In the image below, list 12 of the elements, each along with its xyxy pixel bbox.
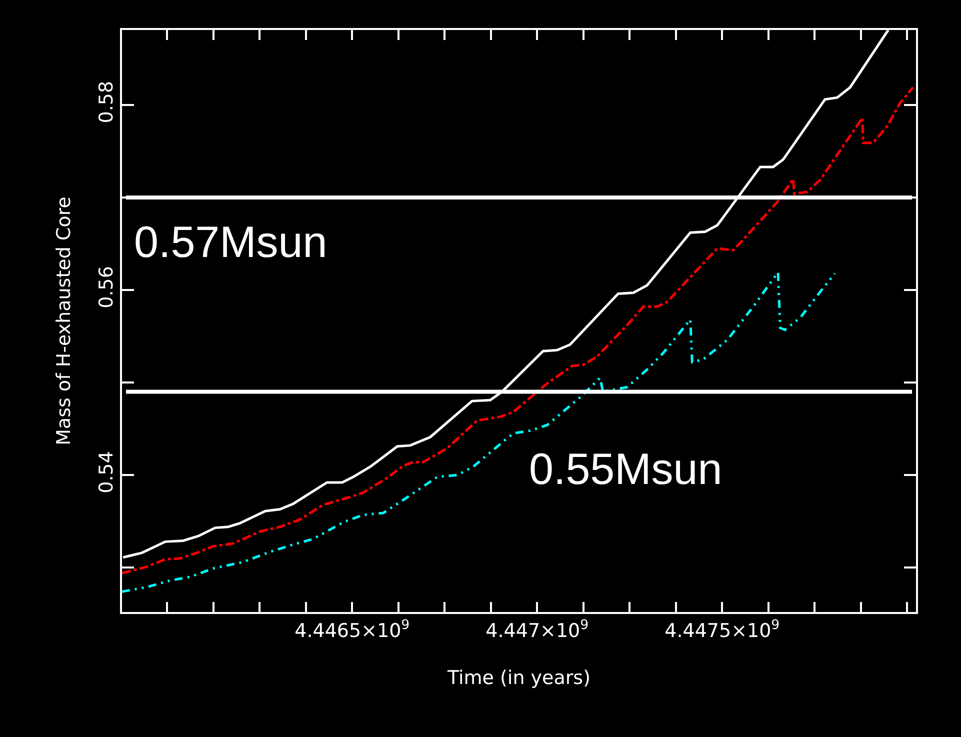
x-tick-label: 4.4475×10$^{9}$ — [664, 618, 780, 642]
x-axis-title: Time (in years) — [446, 667, 591, 690]
ref-line-label: 0.57Msun — [134, 218, 328, 267]
y-tick-label: 0.58 — [95, 80, 118, 124]
y-tick-label: 0.56 — [95, 266, 118, 308]
y-tick-label: 0.54 — [95, 451, 118, 494]
x-tick-label: 4.447×10$^{9}$ — [486, 618, 589, 642]
y-axis-title: Mass of H-exhausted Core — [52, 196, 75, 446]
line-series — [122, 86, 914, 574]
x-tick-label: 4.4465×10$^{9}$ — [294, 618, 410, 642]
ref-line-label: 0.55Msun — [529, 445, 722, 494]
line-series — [122, 271, 836, 593]
